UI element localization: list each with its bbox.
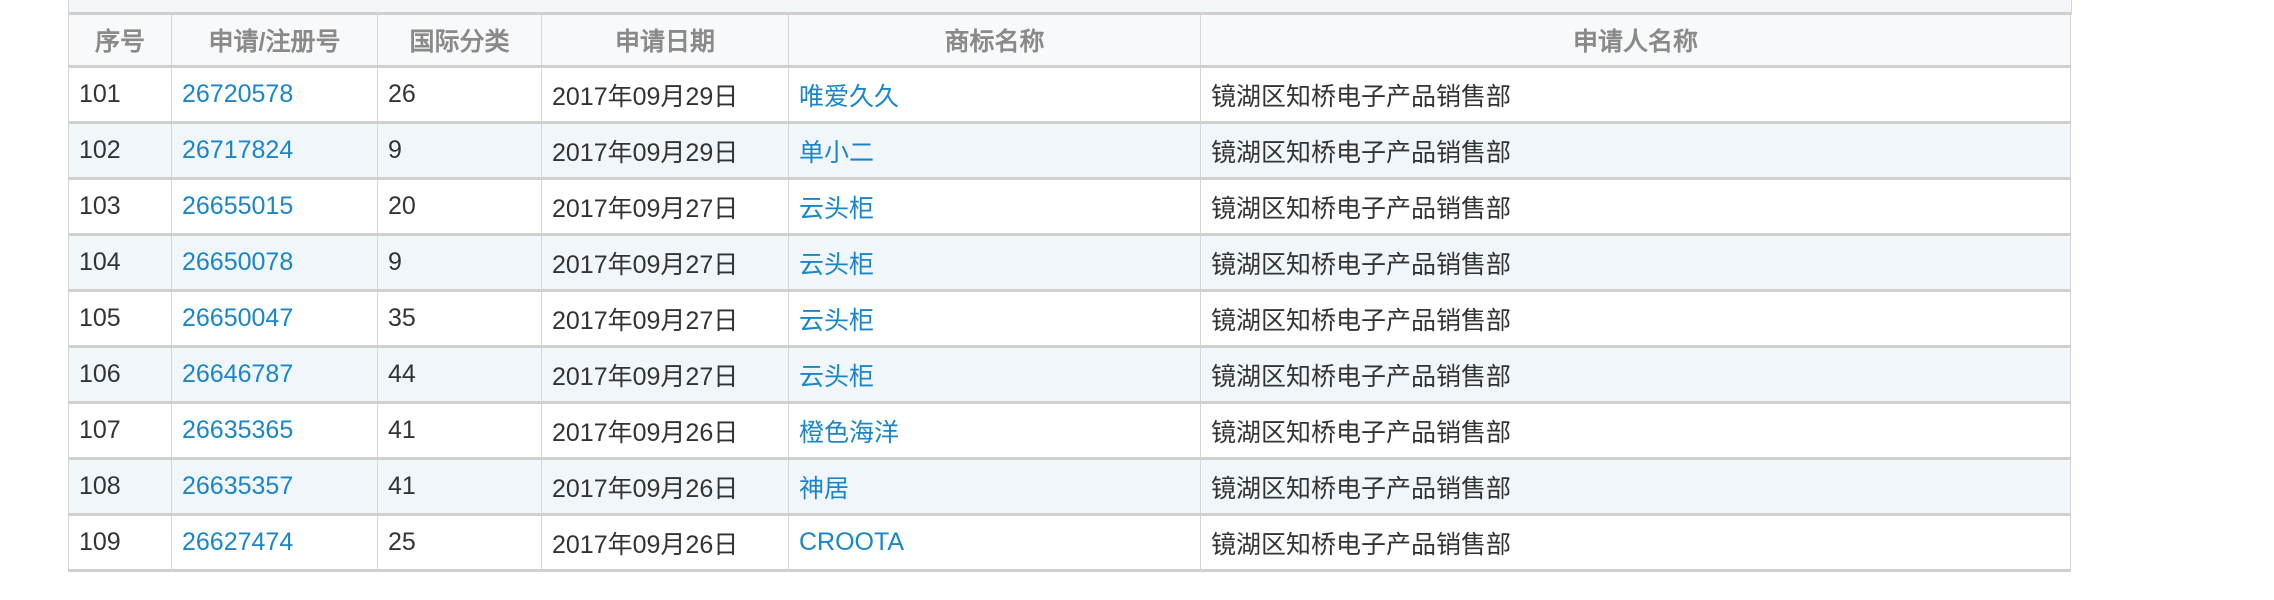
- date-cell: 2017年09月27日: [541, 178, 789, 236]
- trademark-name-link[interactable]: 神居: [799, 474, 850, 503]
- trademark-name-link[interactable]: 云头柜: [799, 194, 875, 223]
- trademark-name-cell: 神居: [788, 458, 1201, 516]
- reg-number-link[interactable]: 26635357: [182, 472, 294, 500]
- index-cell: 107: [68, 402, 172, 460]
- table-row: 101 26720578 26 2017年09月29日 唯爱久久 镜湖区知桥电子产品销售部: [68, 66, 2071, 124]
- reg-number-cell: 26655015: [171, 178, 378, 236]
- applicant-cell: 镜湖区知桥电子产品销售部: [1200, 122, 2071, 180]
- trademark-name-link[interactable]: 唯爱久久: [799, 82, 900, 111]
- index-cell: 108: [68, 458, 172, 516]
- reg-number-link[interactable]: 26717824: [182, 136, 294, 164]
- reg-number-cell: 26650047: [171, 290, 378, 348]
- class-cell: 41: [377, 458, 542, 516]
- applicant-cell: 镜湖区知桥电子产品销售部: [1200, 402, 2071, 460]
- class-cell: 9: [377, 234, 542, 292]
- reg-number-cell: 26650078: [171, 234, 378, 292]
- table-row: 108 26635357 41 2017年09月26日 神居 镜湖区知桥电子产品销售部: [68, 458, 2071, 516]
- date-cell: 2017年09月26日: [541, 402, 789, 460]
- table-row: 102 26717824 9 2017年09月29日 单小二 镜湖区知桥电子产品销售部: [68, 122, 2071, 180]
- table-row: 103 26655015 20 2017年09月27日 云头柜 镜湖区知桥电子产品销售部: [68, 178, 2071, 236]
- class-cell: 25: [377, 514, 542, 572]
- date-cell: 2017年09月29日: [541, 66, 789, 124]
- applicant-cell: 镜湖区知桥电子产品销售部: [1200, 66, 2071, 124]
- reg-number-cell: 26627474: [171, 514, 378, 572]
- table-row: 104 26650078 9 2017年09月27日 云头柜 镜湖区知桥电子产品销售部: [68, 234, 2071, 292]
- header-reg-number: 申请/注册号: [171, 15, 378, 68]
- applicant-cell: 镜湖区知桥电子产品销售部: [1200, 346, 2071, 404]
- index-cell: 102: [68, 122, 172, 180]
- date-cell: 2017年09月27日: [541, 346, 789, 404]
- date-cell: 2017年09月27日: [541, 234, 789, 292]
- class-cell: 35: [377, 290, 542, 348]
- trademark-name-link[interactable]: 云头柜: [799, 362, 875, 391]
- reg-number-cell: 26720578: [171, 66, 378, 124]
- reg-number-link[interactable]: 26655015: [182, 192, 294, 220]
- trademark-name-link[interactable]: 橙色海洋: [799, 418, 900, 447]
- reg-number-link[interactable]: 26627474: [182, 528, 294, 556]
- date-cell: 2017年09月26日: [541, 458, 789, 516]
- index-cell: 106: [68, 346, 172, 404]
- reg-number-cell: 26646787: [171, 346, 378, 404]
- table-row: 107 26635365 41 2017年09月26日 橙色海洋 镜湖区知桥电子产品销售部: [68, 402, 2071, 460]
- applicant-cell: 镜湖区知桥电子产品销售部: [1200, 458, 2071, 516]
- trademark-name-link[interactable]: 云头柜: [799, 306, 875, 335]
- reg-number-link[interactable]: 26720578: [182, 80, 294, 108]
- reg-number-cell: 26717824: [171, 122, 378, 180]
- header-applicant: 申请人名称: [1200, 15, 2071, 68]
- reg-number-cell: 26635357: [171, 458, 378, 516]
- header-trademark-name: 商标名称: [788, 15, 1201, 68]
- trademark-name-cell: CROOTA: [788, 514, 1201, 572]
- applicant-cell: 镜湖区知桥电子产品销售部: [1200, 234, 2071, 292]
- table-row: 105 26650047 35 2017年09月27日 云头柜 镜湖区知桥电子产品销售部: [68, 290, 2071, 348]
- trademark-name-cell: 云头柜: [788, 346, 1201, 404]
- reg-number-link[interactable]: 26635365: [182, 416, 294, 444]
- trademark-name-cell: 单小二: [788, 122, 1201, 180]
- index-cell: 103: [68, 178, 172, 236]
- index-cell: 104: [68, 234, 172, 292]
- class-cell: 20: [377, 178, 542, 236]
- reg-number-link[interactable]: 26650078: [182, 248, 294, 276]
- reg-number-link[interactable]: 26646787: [182, 360, 294, 388]
- header-class: 国际分类: [377, 15, 542, 68]
- table-header-row: 序号 申请/注册号 国际分类 申请日期 商标名称 申请人名称: [68, 15, 2071, 68]
- trademark-name-link[interactable]: 云头柜: [799, 250, 875, 279]
- trademark-name-link[interactable]: CROOTA: [799, 528, 905, 556]
- trademark-name-cell: 橙色海洋: [788, 402, 1201, 460]
- table-row: 106 26646787 44 2017年09月27日 云头柜 镜湖区知桥电子产品销售部: [68, 346, 2071, 404]
- previous-section-bottom: [68, 0, 2072, 15]
- reg-number-link[interactable]: 26650047: [182, 304, 294, 332]
- trademark-table: 序号 申请/注册号 国际分类 申请日期 商标名称 申请人名称 101 267205…: [68, 15, 2071, 572]
- date-cell: 2017年09月26日: [541, 514, 789, 572]
- class-cell: 44: [377, 346, 542, 404]
- applicant-cell: 镜湖区知桥电子产品销售部: [1200, 290, 2071, 348]
- header-date: 申请日期: [541, 15, 789, 68]
- trademark-name-cell: 云头柜: [788, 234, 1201, 292]
- applicant-cell: 镜湖区知桥电子产品销售部: [1200, 514, 2071, 572]
- table-row: 109 26627474 25 2017年09月26日 CROOTA 镜湖区知桥电子产品销…: [68, 514, 2071, 572]
- date-cell: 2017年09月27日: [541, 290, 789, 348]
- header-index: 序号: [68, 15, 172, 68]
- date-cell: 2017年09月29日: [541, 122, 789, 180]
- index-cell: 109: [68, 514, 172, 572]
- class-cell: 26: [377, 66, 542, 124]
- class-cell: 9: [377, 122, 542, 180]
- trademark-name-cell: 唯爱久久: [788, 66, 1201, 124]
- index-cell: 105: [68, 290, 172, 348]
- trademark-name-cell: 云头柜: [788, 290, 1201, 348]
- applicant-cell: 镜湖区知桥电子产品销售部: [1200, 178, 2071, 236]
- class-cell: 41: [377, 402, 542, 460]
- trademark-name-cell: 云头柜: [788, 178, 1201, 236]
- trademark-name-link[interactable]: 单小二: [799, 138, 875, 167]
- reg-number-cell: 26635365: [171, 402, 378, 460]
- index-cell: 101: [68, 66, 172, 124]
